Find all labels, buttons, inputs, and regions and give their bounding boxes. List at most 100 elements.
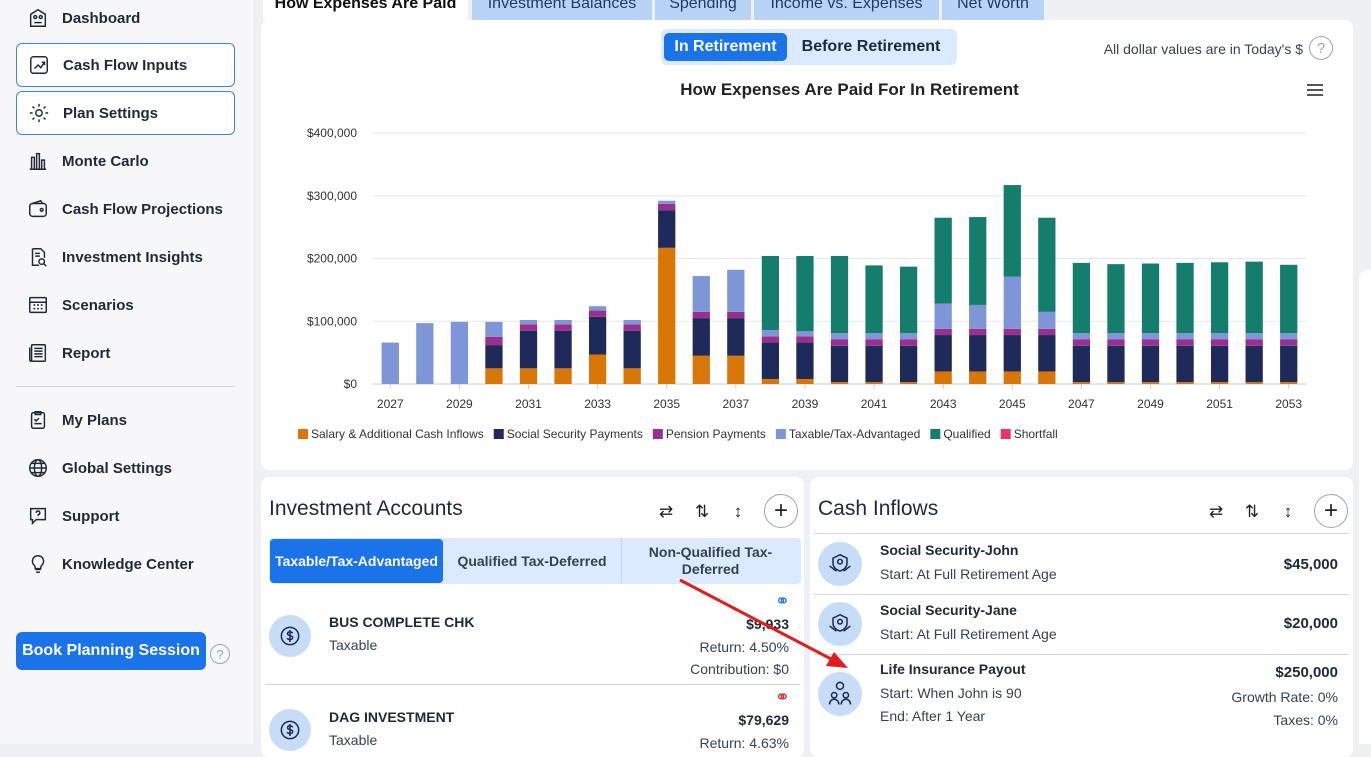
legend-label: Salary & Additional Cash Inflows [311,427,484,441]
bar-segment [761,378,780,384]
y-tick-label: $400,000 [307,126,357,140]
tab-qualified[interactable]: Qualified Tax-Deferred [457,552,607,569]
bar-segment [485,336,503,346]
sidebar-item-dashboard[interactable]: Dashboard [16,0,235,40]
bar-segment [1245,339,1263,346]
social-security-icon [818,602,862,646]
book-planning-session-button[interactable]: Book Planning Session [16,632,206,670]
bar-segment [1072,345,1091,383]
legend-label: Social Security Payments [507,427,643,441]
bar-segment [969,304,987,329]
tab-investment-balances[interactable]: Investment Balances [472,0,652,20]
list-item[interactable]: Social Security-Jane Start: At Full Reti… [810,594,1353,654]
list-item[interactable]: Life Insurance Payout Start: When John i… [810,654,1353,739]
link-icon[interactable]: ⚭ [774,591,790,611]
sort-icon[interactable]: ⇅ [694,502,710,521]
in-retirement-button[interactable]: In Retirement [664,33,787,61]
add-account-button[interactable]: + [764,494,798,528]
x-tick-label: 2037 [722,397,749,411]
y-tick-label: $100,000 [307,314,357,328]
x-tick-label: 2033 [584,397,611,411]
account-name: BUS COMPLETE CHK [329,614,475,630]
sidebar-item-label: Investment Insights [62,248,203,266]
bar-segment [1280,382,1298,384]
x-tick-label: 2031 [515,397,542,411]
account-name: DAG INVESTMENT [329,709,455,725]
inflow-start: Start: At Full Retirement Age [880,626,1057,642]
bar-segment [727,269,745,312]
tab-net-worth[interactable]: Net Worth [942,0,1044,20]
bar-segment [658,203,676,211]
bar-segment [1245,333,1263,340]
unlink-icon[interactable]: ⚭ [774,687,790,707]
swap-horizontal-icon[interactable]: ⇄ [1208,502,1224,521]
sidebar-item-plan-settings[interactable]: Plan Settings [16,91,235,135]
adjacent-card-edge [1359,270,1371,744]
help-icon[interactable]: ? [1309,36,1333,60]
before-retirement-button[interactable]: Before Retirement [801,38,941,55]
bar-segment [1003,371,1021,384]
sidebar-item-cash-flow-inputs[interactable]: Cash Flow Inputs [16,43,235,87]
bar-segment [1072,262,1091,334]
account-type-tabs: Taxable/Tax-Advantaged Qualified Tax-Def… [269,538,801,584]
inflow-growth-rate: Growth Rate: 0% [1231,689,1338,705]
bar-chart-icon [26,149,50,173]
collapse-icon[interactable]: ↕ [1283,502,1293,521]
list-item[interactable]: Social Security-John Start: At Full Reti… [810,534,1353,594]
list-item[interactable]: BUS COMPLETE CHK Taxable ⚭ $9,933 Return… [261,591,804,683]
bar-segment [519,324,538,331]
sidebar-item-cash-flow-projections[interactable]: Cash Flow Projections [16,187,235,231]
tab-income-vs-expenses[interactable]: Income vs. Expenses [754,0,939,20]
tab-how-expenses-are-paid[interactable]: How Expenses Are Paid [263,0,468,20]
bar-segment [623,330,641,369]
globe-icon [26,456,50,480]
sidebar-item-label: Support [62,507,120,525]
list-item[interactable]: DAG INVESTMENT Taxable ⚭ $79,629 Return:… [261,685,804,757]
swap-horizontal-icon[interactable]: ⇄ [658,502,674,521]
bar-segment [588,306,607,311]
bar-segment [692,276,710,312]
bar-segment [1072,382,1091,384]
tab-spending[interactable]: Spending [655,0,751,20]
bar-segment [899,382,918,384]
sidebar-item-my-plans[interactable]: My Plans [16,398,235,442]
sort-icon[interactable]: ⇅ [1244,502,1260,521]
tab-taxable[interactable]: Taxable/Tax-Advantaged [270,539,443,583]
sidebar-item-scenarios[interactable]: Scenarios [16,283,235,327]
bar-segment [1245,382,1263,384]
legend-label: Shortfall [1014,427,1058,441]
sidebar-item-investment-insights[interactable]: Investment Insights [16,235,235,279]
bar-segment [1038,328,1056,336]
sidebar-item-monte-carlo[interactable]: Monte Carlo [16,139,235,183]
cash-inflows-title: Cash Inflows [818,497,939,520]
bar-segment [1072,339,1091,346]
account-value: $79,629 [738,712,789,728]
sidebar-item-label: Cash Flow Projections [62,200,223,218]
inflow-start: Start: At Full Retirement Age [880,566,1057,582]
bar-segment [588,310,607,317]
help-icon[interactable]: ? [210,644,230,664]
bar-segment [519,368,538,384]
inflow-name: Life Insurance Payout [880,661,1026,677]
bar-segment [623,319,641,325]
bar-segment [519,319,538,325]
bar-segment [381,342,399,384]
collapse-icon[interactable]: ↕ [733,502,743,521]
bar-segment [761,342,780,379]
sidebar-item-knowledge-center[interactable]: Knowledge Center [16,542,235,586]
clipboard-icon [26,408,50,432]
dollar-cycle-icon [269,615,311,657]
sidebar-item-global-settings[interactable]: Global Settings [16,446,235,490]
x-tick-label: 2047 [1068,397,1095,411]
bar-segment [727,318,745,356]
sidebar-item-report[interactable]: Report [16,331,235,375]
bar-segment [865,382,883,384]
chart-menu-icon[interactable] [1307,84,1323,96]
bar-segment [727,355,745,384]
bar-segment [658,200,676,204]
add-inflow-button[interactable]: + [1314,494,1348,528]
bar-segment [761,330,780,337]
sidebar-item-support[interactable]: Support [16,494,235,538]
tab-non-qualified[interactable]: Non-Qualified Tax-Deferred [621,538,799,584]
bar-segment [692,311,710,319]
